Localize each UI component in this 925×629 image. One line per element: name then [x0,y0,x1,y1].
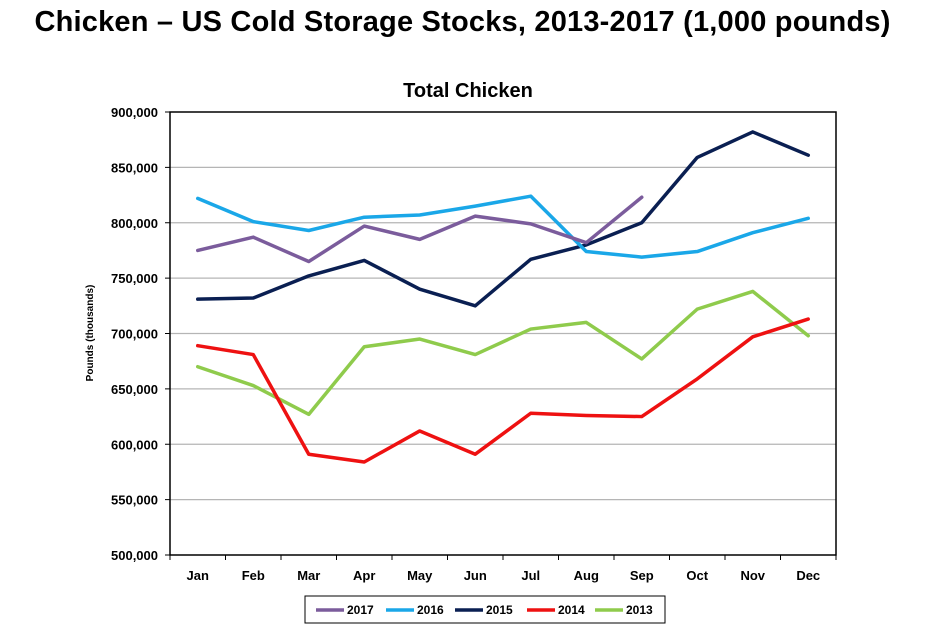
y-tick-label: 500,000 [111,548,158,563]
series-line-2014 [196,317,810,464]
series-line-2015 [196,130,810,308]
x-tick-label: Jul [521,568,540,583]
page-title: Chicken – US Cold Storage Stocks, 2013-2… [34,6,891,38]
legend-label-2016: 2016 [417,603,444,617]
legend-label-2017: 2017 [347,603,374,617]
x-tick-label: Dec [796,568,820,583]
y-tick-label: 900,000 [111,105,158,120]
series-line-2017 [196,195,644,264]
y-tick-label: 850,000 [111,160,158,175]
gridlines [170,166,836,501]
x-tick-label: Nov [740,568,765,583]
x-tick-label: Sep [630,568,654,583]
x-tick-label: Oct [686,568,708,583]
legend-label-2015: 2015 [486,603,513,617]
x-tick-label: Jun [464,568,487,583]
legend: 2017 2016 2015 2014 2013 [304,595,666,624]
x-axis-ticks: Jan Feb Mar Apr May Jun Jul Aug Sep Oct Nov Dec [169,555,837,583]
y-tick-label: 750,000 [111,271,158,286]
series-lines [196,130,810,464]
series-line-2016 [196,194,810,259]
y-tick-label: 650,000 [111,382,158,397]
legend-label-2014: 2014 [558,603,585,617]
x-tick-label: Apr [353,568,375,583]
y-tick-label: 550,000 [111,493,158,508]
y-axis-label: Pounds (thousands) [85,285,96,382]
legend-label-2013: 2013 [626,603,653,617]
series-line-2013 [196,289,810,417]
plot-area-frame [169,111,837,556]
chart-title: Total Chicken [403,80,533,102]
y-tick-label: 700,000 [111,327,158,342]
x-tick-label: Aug [574,568,599,583]
y-tick-label: 800,000 [111,216,158,231]
y-tick-label: 600,000 [111,437,158,452]
x-tick-label: Mar [297,568,320,583]
x-tick-label: May [407,568,433,583]
y-axis-ticks: 500,000 550,000 600,000 650,000 700,000 750,0… [111,105,170,563]
x-tick-label: Jan [187,568,209,583]
x-tick-label: Feb [242,568,265,583]
